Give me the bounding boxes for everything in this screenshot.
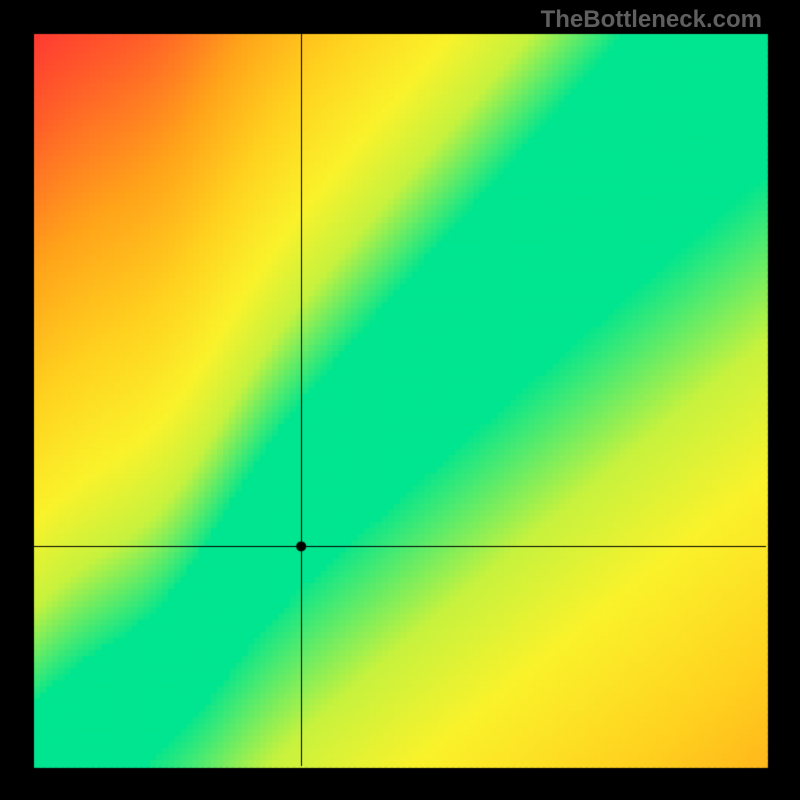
bottleneck-heatmap — [0, 0, 800, 800]
chart-container: TheBottleneck.com — [0, 0, 800, 800]
watermark-label: TheBottleneck.com — [541, 6, 762, 34]
